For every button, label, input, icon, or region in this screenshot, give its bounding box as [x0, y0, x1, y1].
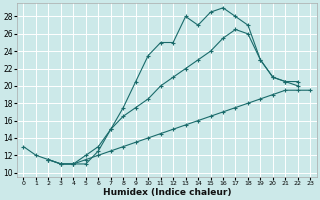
X-axis label: Humidex (Indice chaleur): Humidex (Indice chaleur)	[103, 188, 231, 197]
